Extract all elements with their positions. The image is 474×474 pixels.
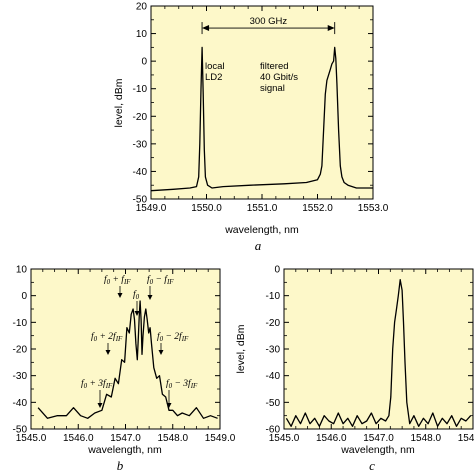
a-xtick-label: 1551.0 <box>247 203 278 214</box>
a-ytick-label: 0 <box>141 57 147 68</box>
b-ytick-label: 10 <box>16 265 28 276</box>
a-xtick-label: 1550.0 <box>191 203 222 214</box>
sideband-annotation: f0 − fIF <box>147 274 174 286</box>
b-ytick-label: -20 <box>13 345 28 356</box>
a-ytick-label: -50 <box>133 195 148 206</box>
c-xtick-label: 1545.0 <box>269 433 300 444</box>
b-ytick-label: -10 <box>13 318 28 329</box>
c-ytick-label: -20 <box>266 318 281 329</box>
sideband-arrow-head <box>147 295 153 300</box>
sideband-annotation: f0 + fIF <box>104 274 131 286</box>
sideband-arrow-head <box>117 293 123 298</box>
spacing-arrow-head-right <box>327 25 335 32</box>
sideband-arrow-head <box>105 350 111 355</box>
sideband-annotation: f0 − 2fIF <box>157 331 189 343</box>
c-ytick-label: -50 <box>266 398 281 409</box>
spacing-label: 300 GHz <box>250 16 288 27</box>
a-ytick-label: 10 <box>136 29 148 40</box>
b-xtick-label: 1547.0 <box>110 433 141 444</box>
a-xtick-label: 1549.0 <box>136 203 167 214</box>
a-xtick-label: 1552.0 <box>302 203 333 214</box>
c-ytick-label: -10 <box>266 291 281 302</box>
c-xtick-label: 1549.0 <box>458 433 474 444</box>
sideband-annotation: f0 + 3fIF <box>81 378 113 390</box>
b-ytick-label: -40 <box>13 398 28 409</box>
c-xtick-label: 1548.0 <box>410 433 441 444</box>
b-trace <box>37 300 218 419</box>
a-ytick-label: 20 <box>136 2 148 13</box>
b-ytick-label: -30 <box>13 371 28 382</box>
spacing-arrow-head-left <box>202 25 210 32</box>
a-ytick-label: -10 <box>133 84 148 95</box>
c-ytick-label: -40 <box>266 371 281 382</box>
sideband-arrow-head <box>158 350 164 355</box>
a-xtick-label: 1553.0 <box>358 203 389 214</box>
a-ytick-label: -20 <box>133 112 148 123</box>
local-ld2-label: LD2 <box>205 72 222 83</box>
filtered-signal-label: filtered <box>260 61 289 72</box>
panel-b-chart: 1545.0 1546.0 1547.0 1548.0 1549.0 -50 -40 -30 -… <box>13 265 236 474</box>
panel-a-label: a <box>255 238 262 253</box>
b-ytick-label: -50 <box>13 425 28 436</box>
c-ytick-label: 0 <box>274 265 280 276</box>
c-xtick-label: 1547.0 <box>363 433 394 444</box>
c-ytick-label: -60 <box>266 425 281 436</box>
panel-b-label: b <box>117 458 124 473</box>
a-ytick-label: -40 <box>133 167 148 178</box>
panel-a-ylabel: level, dBm <box>113 78 125 127</box>
panel-a-plot-area <box>151 6 373 199</box>
sideband-annotation: f0 + 2fIF <box>91 331 123 343</box>
b-xtick-label: 1549.0 <box>205 433 236 444</box>
panel-c-label: c <box>369 458 375 473</box>
b-xtick-label: 1548.0 <box>157 433 188 444</box>
sideband-arrow-head <box>166 403 172 408</box>
filtered-signal-label: signal <box>260 83 285 94</box>
panel-c-ylabel: level, dBm <box>235 324 247 373</box>
panel-b-xlabel: wavelength, nm <box>87 444 162 456</box>
sideband-annotation: f0 <box>133 289 140 301</box>
panel-a-chart: 1549.0 1550.0 1551.0 1552.0 1553.0 -50 -40 -30 -… <box>113 2 389 254</box>
panel-c-chart: 1545.0 1546.0 1547.0 1548.0 1549.0 -60 -50 -40 -… <box>235 265 474 474</box>
b-xtick-label: 1546.0 <box>63 433 94 444</box>
a-ytick-label: -30 <box>133 139 148 150</box>
panel-c-xlabel: wavelength, nm <box>340 444 415 456</box>
b-xtick-label: 1545.0 <box>16 433 47 444</box>
filtered-signal-label: 40 Gbit/s <box>260 72 298 83</box>
sideband-arrow-head <box>97 403 103 408</box>
c-xtick-label: 1546.0 <box>316 433 347 444</box>
c-trace <box>285 279 472 427</box>
panel-a-xlabel: wavelength, nm <box>224 224 299 236</box>
local-ld2-label: local <box>205 61 225 72</box>
panel-c-plot-area <box>284 269 473 429</box>
sideband-arrow-head <box>134 311 140 316</box>
sideband-annotation: f0 − 3fIF <box>166 378 198 390</box>
c-ytick-label: -30 <box>266 345 281 356</box>
a-trace <box>150 46 373 192</box>
b-ytick-label: 0 <box>21 291 27 302</box>
